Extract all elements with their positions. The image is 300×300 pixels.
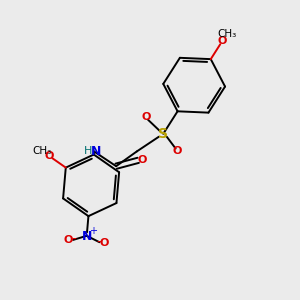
- Text: O: O: [45, 151, 54, 161]
- Text: S: S: [158, 127, 168, 141]
- Text: O: O: [99, 238, 109, 248]
- Text: N: N: [91, 145, 101, 158]
- Text: -: -: [96, 236, 101, 250]
- Text: -: -: [71, 232, 76, 247]
- Text: O: O: [137, 155, 146, 165]
- Text: N: N: [82, 230, 92, 243]
- Text: CH₃: CH₃: [217, 29, 236, 39]
- Text: O: O: [218, 36, 227, 46]
- Text: CH₃: CH₃: [33, 146, 52, 156]
- Text: +: +: [88, 226, 97, 236]
- Text: O: O: [173, 146, 182, 157]
- Text: H: H: [83, 146, 92, 157]
- Text: O: O: [64, 235, 74, 244]
- Text: O: O: [141, 112, 151, 122]
